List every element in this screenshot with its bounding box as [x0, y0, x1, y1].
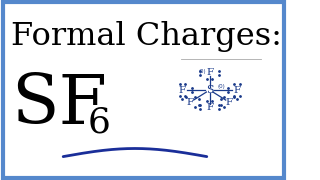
Text: F: F	[179, 86, 186, 94]
Text: S: S	[206, 85, 213, 95]
Text: F: F	[206, 68, 213, 77]
Text: 6: 6	[88, 105, 110, 139]
Text: SF: SF	[12, 71, 108, 138]
Text: (0): (0)	[218, 84, 226, 89]
Text: F: F	[225, 98, 233, 107]
Text: (0): (0)	[198, 69, 206, 74]
Text: Formal Charges:: Formal Charges:	[12, 21, 282, 51]
Text: F: F	[206, 103, 213, 112]
Text: F: F	[233, 86, 241, 94]
Text: F: F	[187, 98, 194, 107]
